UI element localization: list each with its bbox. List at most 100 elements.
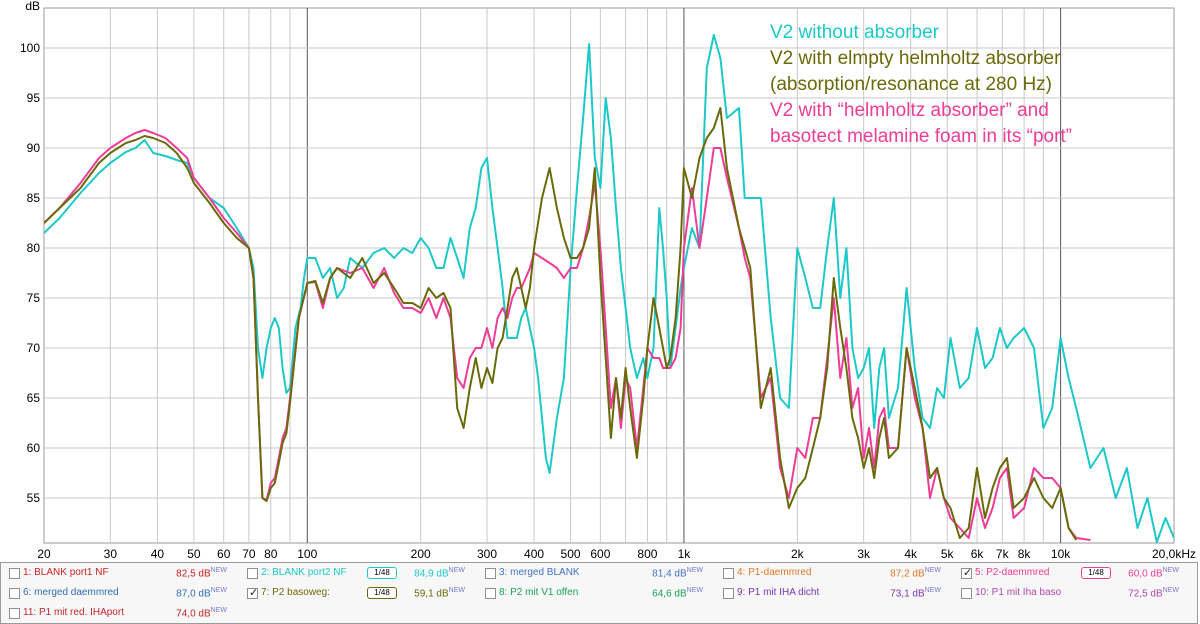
series-line-1 (44, 34, 1174, 543)
smoothing-button[interactable]: 1/48 (367, 567, 397, 579)
y-tick-label: 70 (27, 341, 41, 355)
y-tick-label: 85 (27, 191, 41, 205)
y-tick-label: 65 (27, 391, 41, 405)
new-badge: NEW (1162, 567, 1179, 574)
x-tick-label: 20,0kHz (1152, 547, 1196, 560)
check-icon: ✓ (963, 566, 973, 579)
smoothing-button[interactable]: 1/48 (1081, 567, 1111, 579)
annotation-2: V2 with elmpty helmholtz absorber (770, 48, 1061, 69)
y-tick-label: 95 (27, 91, 41, 105)
visibility-checkbox[interactable] (723, 568, 734, 579)
legend-label: 3: merged BLANK (499, 567, 580, 578)
visibility-checkbox[interactable] (9, 568, 20, 579)
x-tick-label: 5k (941, 547, 955, 560)
new-badge: NEW (448, 567, 465, 574)
legend-label: 1: BLANK port1 NF (23, 567, 109, 578)
annotation-5: basotect melamine foam in its “port” (770, 126, 1072, 147)
new-badge: NEW (210, 587, 227, 594)
legend-value: 87,0 dBNEW (176, 587, 227, 600)
legend-label: 10: P1 mit Iha baso (975, 587, 1062, 598)
y-tick-label: 55 (27, 491, 41, 505)
visibility-checkbox[interactable] (9, 588, 20, 599)
visibility-checkbox[interactable] (723, 588, 734, 599)
legend-value: 60,0 dBNEW (1128, 567, 1179, 580)
legend-label: 5: P2-daemmred (975, 567, 1050, 578)
legend-entry[interactable]: 3: merged BLANK 81,4 dBNEW (477, 564, 711, 584)
legend-entry[interactable]: 9: P1 mit IHA dicht 73,1 dBNEW (715, 584, 949, 604)
x-tick-label: 500 (561, 547, 581, 560)
legend-entry[interactable]: 11: P1 mit red. IHAport 74,0 dBNEW (1, 604, 235, 624)
x-tick-label: 40 (151, 547, 165, 560)
annotation-1: V2 without absorber (770, 22, 940, 43)
legend-value: 72,5 dBNEW (1128, 587, 1179, 600)
visibility-checkbox[interactable] (485, 588, 496, 599)
visibility-checkbox[interactable] (247, 568, 258, 579)
legend-entry[interactable]: 1: BLANK port1 NF 82,5 dBNEW (1, 564, 235, 584)
y-tick-label: 75 (27, 291, 41, 305)
y-tick-label: 80 (27, 241, 41, 255)
x-tick-label: 6k (971, 547, 985, 560)
visibility-checkbox[interactable] (9, 608, 20, 619)
x-tick-label: 100 (297, 547, 317, 560)
new-badge: NEW (686, 567, 703, 574)
x-tick-label: 400 (524, 547, 544, 560)
legend-label: 11: P1 mit red. IHAport (23, 607, 124, 618)
x-tick-label: 30 (104, 547, 118, 560)
legend-label: 9: P1 mit IHA dicht (737, 587, 820, 598)
new-badge: NEW (210, 567, 227, 574)
x-tick-label: 7k (996, 547, 1010, 560)
legend-row: 6: merged daemmred 87,0 dBNEW ✓ 7: P2 basow… (1, 584, 1197, 604)
visibility-checkbox[interactable]: ✓ (961, 566, 973, 579)
new-badge: NEW (924, 567, 941, 574)
x-tick-label: 8k (1018, 547, 1032, 560)
legend-entry[interactable]: ✓ 5: P2-daemmred 1/48 60,0 dBNEW (953, 564, 1187, 584)
legend-value: 59,1 dBNEW (414, 587, 465, 600)
new-badge: NEW (210, 607, 227, 614)
legend-entry[interactable]: 8: P2 mit V1 offen 64,6 dBNEW (477, 584, 711, 604)
legend-entry[interactable]: 6: merged daemmred 87,0 dBNEW (1, 584, 235, 604)
legend-row: 11: P1 mit red. IHAport 74,0 dBNEW (1, 604, 1197, 624)
smoothing-button[interactable]: 1/48 (367, 587, 397, 599)
legend-label: 6: merged daemmred (23, 587, 119, 598)
legend-value: 73,1 dBNEW (890, 587, 941, 600)
legend-value: 84,9 dBNEW (414, 567, 465, 580)
x-tick-label: 800 (637, 547, 657, 560)
legend-value: 82,5 dBNEW (176, 567, 227, 580)
series-line-3 (44, 107, 1078, 541)
legend-label: 8: P2 mit V1 offen (499, 587, 579, 598)
y-tick-label: 100 (20, 41, 40, 55)
legend-entry[interactable]: 10: P1 mit Iha baso 72,5 dBNEW (953, 584, 1187, 604)
x-tick-label: 70 (242, 547, 256, 560)
check-icon: ✓ (249, 586, 259, 599)
legend-entry[interactable]: ✓ 7: P2 basoweg: 1/48 59,1 dBNEW (239, 584, 473, 604)
x-tick-label: 10k (1051, 547, 1071, 560)
frequency-response-chart: 20 30 40 50 60 70 80 100 200 300 400 500 600 800 1k 2k 3… (20, 0, 1196, 560)
x-tick-label: 50 (187, 547, 201, 560)
visibility-checkbox[interactable] (961, 588, 972, 599)
annotation-3: (absorption/resonance at 280 Hz) (770, 74, 1052, 95)
x-tick-label: 2k (791, 547, 805, 560)
new-badge: NEW (1162, 587, 1179, 594)
y-tick-label: 90 (27, 141, 41, 155)
legend-panel: 1: BLANK port1 NF 82,5 dBNEW 2: BLANK port… (0, 562, 1198, 624)
legend-entry[interactable]: 4: P1-daemmred 87,2 dBNEW (715, 564, 949, 584)
x-tick-label: 300 (477, 547, 497, 560)
y-axis-label: dB (25, 0, 40, 13)
legend-value: 74,0 dBNEW (176, 607, 227, 620)
new-badge: NEW (686, 587, 703, 594)
x-tick-label: 200 (411, 547, 431, 560)
x-tick-label: 600 (590, 547, 610, 560)
legend-label: 4: P1-daemmred (737, 567, 812, 578)
legend-entry[interactable]: 2: BLANK port2 NF 1/48 84,9 dBNEW (239, 564, 473, 584)
legend-value: 87,2 dBNEW (890, 567, 941, 580)
new-badge: NEW (448, 587, 465, 594)
legend-label: 2: BLANK port2 NF (261, 567, 347, 578)
x-tick-label: 4k (904, 547, 918, 560)
legend-value: 81,4 dBNEW (652, 567, 703, 580)
visibility-checkbox[interactable]: ✓ (247, 586, 259, 599)
x-tick-label: 60 (217, 547, 231, 560)
legend-label: 7: P2 basoweg: (261, 587, 330, 598)
x-tick-label: 80 (264, 547, 278, 560)
visibility-checkbox[interactable] (485, 568, 496, 579)
y-tick-label: 60 (27, 441, 41, 455)
